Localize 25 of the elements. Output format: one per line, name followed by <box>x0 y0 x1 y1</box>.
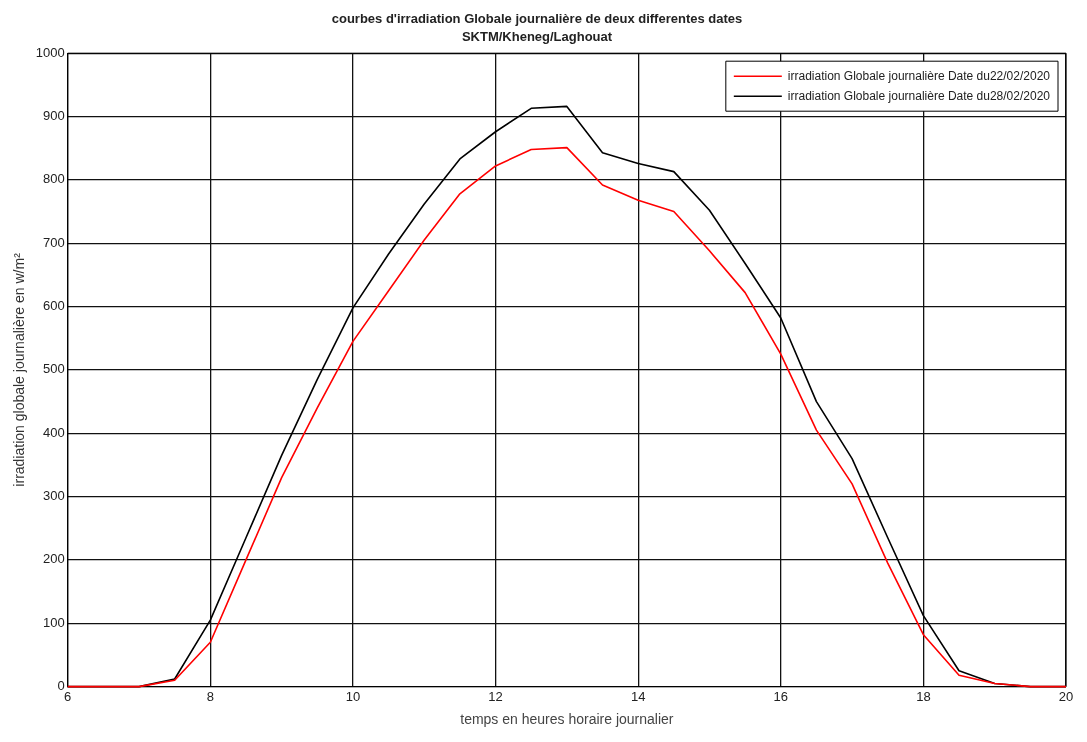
x-tick-label: 8 <box>206 688 214 704</box>
y-tick-label: 200 <box>43 551 65 567</box>
y-axis-title: irradiation globale journalière en w/m² <box>11 252 28 487</box>
x-tick-label: 10 <box>345 688 361 704</box>
y-tick-label: 700 <box>43 234 65 250</box>
x-tick-label: 12 <box>488 688 503 704</box>
y-tick-label: 300 <box>43 488 65 504</box>
y-tick-label: 800 <box>43 171 65 187</box>
legend-label: irradiation Globale journalière Date du22/02/2020 <box>787 68 1051 83</box>
y-tick-label: 100 <box>43 614 65 630</box>
y-tick-label: 1000 <box>35 44 65 60</box>
x-tick-label: 16 <box>773 688 789 704</box>
x-axis-title: temps en heures horaire journalier <box>460 711 674 728</box>
y-tick-label: 600 <box>43 298 65 314</box>
chart-subtitle: SKTM/Kheneg/Laghouat <box>461 28 613 44</box>
chart-title: courbes d'irradiation Globale journalière de deux differentes dates <box>331 11 743 27</box>
y-tick-label: 900 <box>43 108 65 124</box>
y-tick-label: 500 <box>43 361 65 377</box>
legend-label: irradiation Globale journalière Date du28/02/2020 <box>787 88 1051 103</box>
x-tick-label: 6 <box>64 688 72 704</box>
y-tick-label: 400 <box>43 424 65 440</box>
y-tick-label: 0 <box>57 678 65 694</box>
x-tick-label: 18 <box>916 688 931 704</box>
x-tick-label: 20 <box>1058 688 1074 704</box>
x-tick-label: 14 <box>630 688 646 704</box>
